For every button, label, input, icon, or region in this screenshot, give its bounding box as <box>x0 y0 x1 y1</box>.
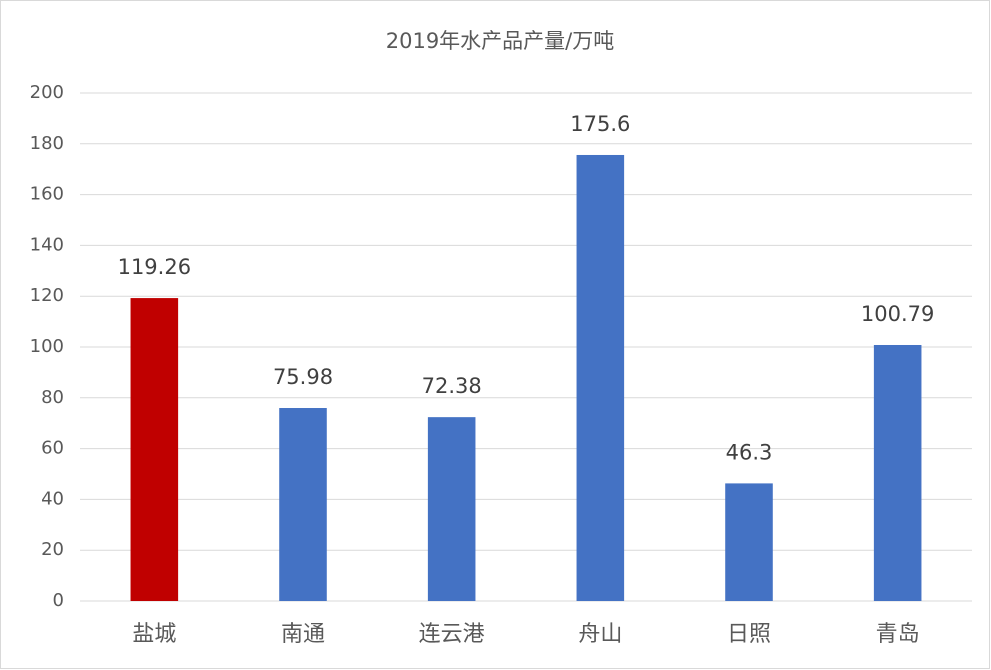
y-tick-label: 100 <box>30 336 64 357</box>
x-tick-label: 连云港 <box>419 622 485 647</box>
data-label: 46.3 <box>726 440 773 464</box>
bar <box>576 154 625 601</box>
y-tick-label: 20 <box>41 539 64 560</box>
y-tick-label: 80 <box>41 387 64 408</box>
y-tick-label: 40 <box>41 488 64 509</box>
x-tick-label: 南通 <box>281 622 325 647</box>
y-tick-label: 160 <box>30 184 64 205</box>
data-label: 75.98 <box>273 365 333 389</box>
data-label: 175.6 <box>570 112 630 136</box>
y-tick-label: 120 <box>30 285 64 306</box>
y-tick-label: 60 <box>41 438 64 459</box>
chart-title: 2019年水产品产量/万吨 <box>386 29 615 53</box>
x-tick-label: 舟山 <box>578 622 622 647</box>
bar <box>873 344 922 601</box>
x-tick-label: 日照 <box>727 622 771 647</box>
y-tick-label: 140 <box>30 234 64 255</box>
x-tick-label: 盐城 <box>132 622 176 647</box>
data-label: 119.26 <box>118 255 191 279</box>
bar <box>427 417 476 601</box>
bar <box>130 298 179 601</box>
bar <box>725 483 773 601</box>
bar <box>279 408 327 601</box>
data-label: 72.38 <box>422 374 482 398</box>
x-tick-label: 青岛 <box>876 622 920 647</box>
y-tick-label: 180 <box>30 133 64 154</box>
y-tick-label: 200 <box>30 82 64 103</box>
data-label: 100.79 <box>861 302 934 326</box>
y-tick-label: 0 <box>53 590 64 611</box>
